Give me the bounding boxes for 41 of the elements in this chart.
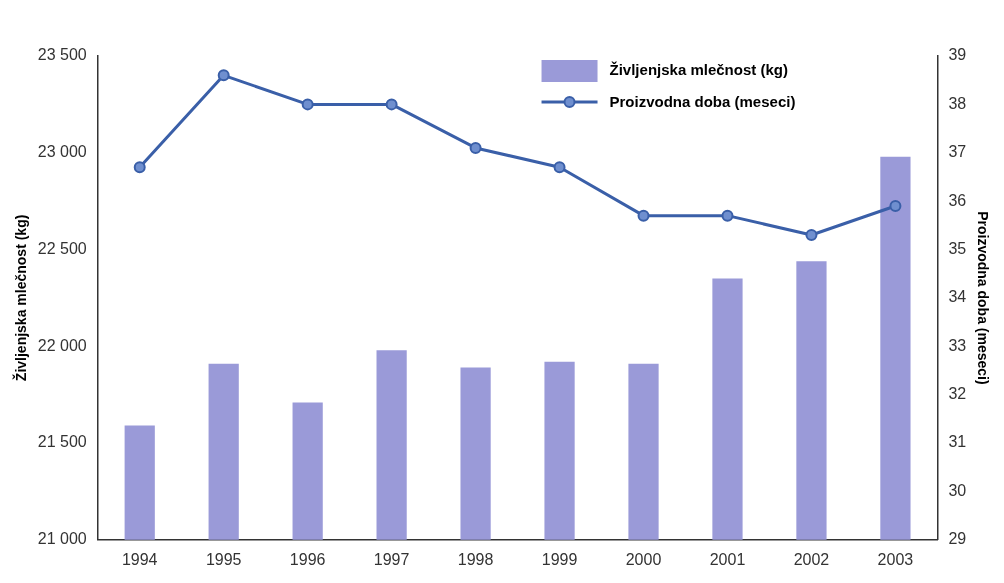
legend-label: Življenjska mlečnost (kg)	[609, 61, 788, 79]
y2-tick-label: 29	[948, 530, 967, 548]
x-tick-label: 1994	[121, 550, 158, 568]
y-tick-label: 22 500	[37, 239, 87, 257]
y2-tick-label: 36	[948, 191, 967, 209]
y2-tick-label: 38	[948, 94, 967, 112]
y2-tick-label: 34	[948, 288, 967, 306]
y2-tick-label: 31	[948, 433, 967, 451]
point	[301, 98, 314, 111]
y2-tick-label: 37	[948, 143, 967, 161]
x-tick-label: 2002	[793, 550, 830, 568]
x-tick-label: 2003	[877, 550, 914, 568]
y2-tick-label: 32	[948, 385, 967, 403]
x-tick-label: 1997	[373, 550, 410, 568]
point	[217, 69, 230, 82]
y2-tick-label: 33	[948, 336, 967, 354]
y-tick-label: 23 500	[37, 46, 87, 64]
y-tick-label: 21 000	[37, 530, 87, 548]
point	[637, 209, 650, 222]
x-tick-label: 1999	[541, 550, 578, 568]
y2-tick-label: 35	[948, 239, 967, 257]
point	[889, 199, 902, 212]
x-tick-label: 2001	[709, 550, 746, 568]
point	[469, 141, 482, 154]
point	[385, 98, 398, 111]
point	[133, 161, 146, 174]
x-tick-label: 1998	[457, 550, 494, 568]
point	[805, 229, 818, 242]
y2-tick-label: 30	[948, 481, 967, 499]
y2-axis-title: Proizvodna doba (meseci)	[974, 211, 991, 385]
y-tick-label: 23 000	[37, 143, 87, 161]
y2-tick-label: 39	[948, 46, 967, 64]
point	[553, 161, 566, 174]
legend-label: Proizvodna doba (meseci)	[609, 93, 796, 111]
y-tick-label: 22 000	[37, 336, 87, 354]
x-tick-label: 1996	[289, 550, 326, 568]
point	[721, 209, 734, 222]
y-tick-label: 21 500	[37, 433, 87, 451]
y-axis-title: Življenjska mlečnost (kg)	[12, 214, 30, 382]
x-tick-label: 1995	[205, 550, 242, 568]
x-tick-label: 2000	[625, 550, 662, 568]
